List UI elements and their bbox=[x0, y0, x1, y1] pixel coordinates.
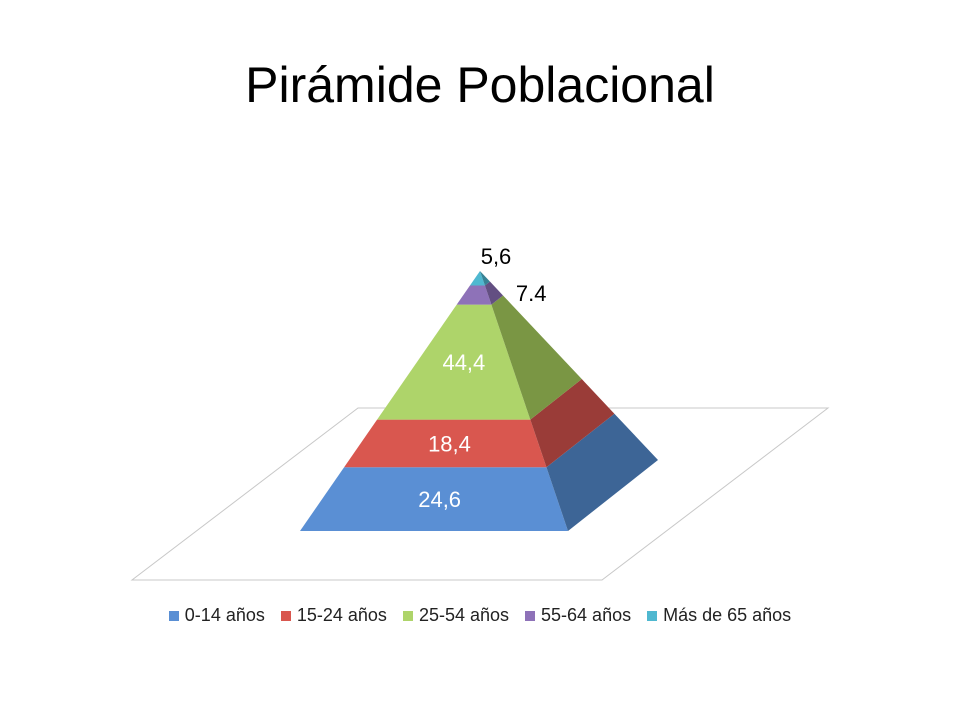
legend-label-1: 15-24 años bbox=[296, 605, 387, 625]
legend: 0-14 años 15-24 años 25-54 años 55-64 años M… bbox=[0, 605, 960, 626]
legend-label-2: 25-54 años bbox=[418, 605, 510, 625]
legend-item-1: 15-24 años bbox=[280, 605, 387, 626]
legend-swatch-2 bbox=[402, 610, 413, 621]
legend-label-0: 0-14 años bbox=[184, 605, 265, 625]
pyramid-layer-side-4 bbox=[480, 271, 490, 286]
pyramid-layer-side-2 bbox=[491, 295, 582, 420]
pyramid-layer-side-3 bbox=[484, 281, 504, 305]
legend-label-3: 55-64 años bbox=[541, 605, 632, 625]
legend-swatch-1 bbox=[280, 610, 291, 621]
legend-item-0: 0-14 años bbox=[168, 605, 265, 626]
legend-swatch-0 bbox=[168, 610, 179, 621]
pyramid-layer-side-1 bbox=[530, 379, 615, 468]
pyramid-layer-front-1 bbox=[344, 419, 547, 468]
pyramid-layer-front-4 bbox=[469, 271, 485, 286]
data-label-1: 18,4 bbox=[428, 431, 471, 456]
data-label-4: 5,6 bbox=[481, 244, 512, 269]
chart-title: Pirámide Poblacional bbox=[245, 57, 715, 113]
pyramid-layer-front-3 bbox=[456, 285, 492, 305]
data-label-3: 7.4 bbox=[516, 281, 547, 306]
legend-item-4: Más de 65 años bbox=[647, 605, 791, 626]
legend-item-3: 55-64 años bbox=[525, 605, 631, 626]
pyramid-layer-front-2 bbox=[377, 304, 531, 420]
data-label-2: 44,4 bbox=[442, 350, 485, 375]
legend-swatch-3 bbox=[525, 610, 536, 621]
data-label-0: 24,6 bbox=[418, 487, 461, 512]
legend-label-4: Más de 65 años bbox=[663, 605, 792, 625]
pyramid-layer-side-0 bbox=[546, 413, 658, 531]
legend-swatch-4 bbox=[647, 610, 658, 621]
legend-item-2: 25-54 años bbox=[402, 605, 510, 626]
pyramid-layer-front-0 bbox=[300, 467, 568, 531]
